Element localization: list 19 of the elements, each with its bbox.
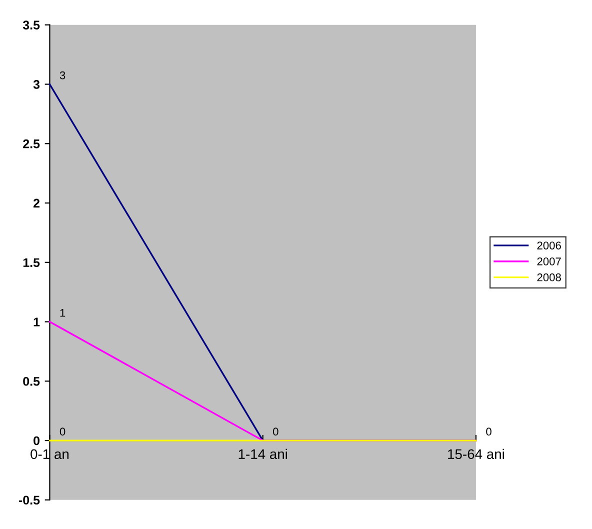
data-label: 0 [60,428,66,436]
y-tick-label: 3.5 [22,20,40,30]
legend-label: 2008 [537,273,561,282]
y-tick-label: 0 [34,436,40,446]
y-tick-label: 1 [34,318,40,326]
y-tick-label: 2.5 [23,139,40,148]
legend-label: 2007 [537,258,561,266]
data-label: 3 [60,71,66,80]
x-tick-label: 15-64 ani [448,448,504,460]
y-tick-label: 1.5 [23,258,40,268]
y-tick-label: 3 [33,80,40,89]
data-label: 0 [486,428,492,436]
legend-label: 2006 [537,242,561,250]
y-tick-label: 0.5 [23,376,40,386]
data-label: 0 [273,428,278,436]
y-tick-label: -0.5 [18,496,40,505]
y-tick-label: 2 [33,198,40,208]
x-tick-label: 1-14 ani [238,448,288,460]
data-label: 1 [60,309,66,317]
